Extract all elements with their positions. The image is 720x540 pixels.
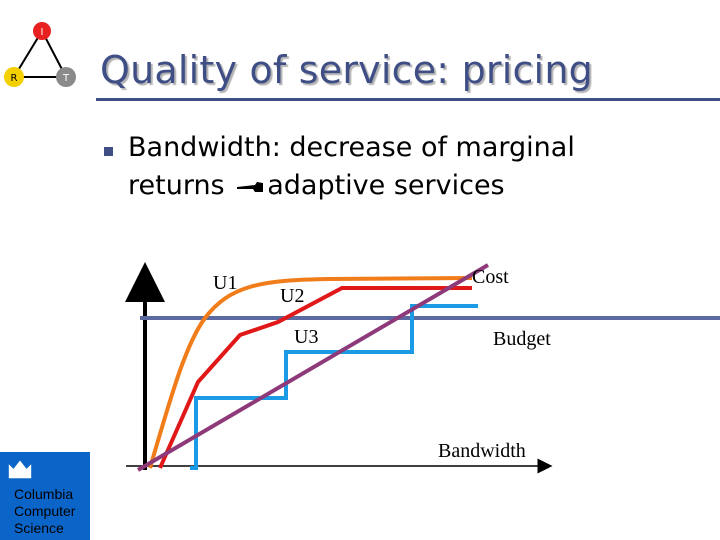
cost-line [136, 263, 490, 472]
columbia-text: Columbia Computer Science [14, 486, 75, 537]
u3-curve [190, 304, 478, 470]
bandwidth-label: Bandwidth [438, 440, 526, 462]
slide-title: Quality of service: pricing [100, 48, 593, 92]
columbia-line-1: Columbia [14, 486, 74, 502]
irt-label-i: I [41, 27, 44, 38]
irt-label-r: R [11, 73, 18, 84]
crown-icon [8, 460, 32, 479]
bullet-line-2-end: adaptive services [267, 170, 505, 201]
u3-label: U3 [294, 326, 319, 348]
irt-node-t [56, 67, 76, 87]
columbia-line-3: Science [14, 520, 64, 536]
cost-label: Cost [472, 266, 509, 288]
pointing-hand-icon [237, 181, 264, 192]
u1-label: U1 [213, 272, 238, 294]
bullet-line-1: Bandwidth: decrease of marginal [128, 132, 575, 163]
irt-logo: I R T [4, 22, 76, 87]
u2-curve [158, 286, 472, 469]
u1-curve [148, 276, 473, 469]
bullet-marker [104, 147, 113, 156]
bullet-line-2-start: returns [128, 170, 225, 201]
columbia-line-2: Computer [14, 503, 76, 519]
irt-label-t: T [62, 73, 70, 84]
irt-node-r [4, 67, 24, 87]
bullet-line-2: returns adaptive services [128, 170, 505, 201]
budget-label: Budget [493, 328, 551, 350]
columbia-logo: Columbia Computer Science [0, 452, 90, 540]
title-underline [96, 98, 720, 101]
irt-node-i [33, 22, 51, 40]
u2-label: U2 [280, 285, 305, 307]
